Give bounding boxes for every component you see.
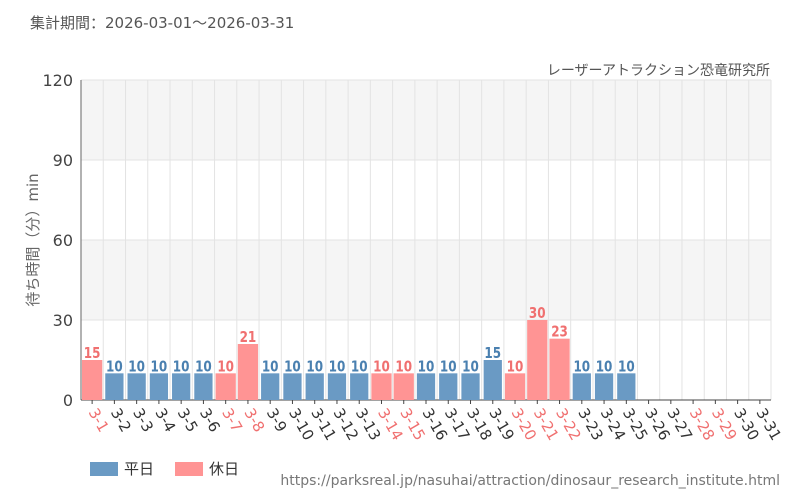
bar — [194, 373, 213, 400]
data-label: 10 — [596, 358, 613, 376]
y-tick-label: 120 — [42, 71, 73, 90]
x-tick-label: 3-1 — [85, 405, 113, 435]
x-tick-label: 3-8 — [240, 405, 268, 435]
bar — [261, 373, 280, 400]
data-label: 10 — [507, 358, 524, 376]
bar — [594, 373, 614, 400]
data-label: 10 — [284, 358, 301, 376]
data-label: 10 — [618, 358, 635, 376]
bar — [617, 373, 636, 400]
grid-band — [81, 80, 771, 160]
data-label: 10 — [173, 358, 190, 376]
data-label: 10 — [106, 358, 123, 376]
bar — [327, 373, 347, 400]
bar — [305, 373, 324, 400]
data-label: 30 — [529, 305, 546, 323]
data-label: 10 — [306, 358, 323, 376]
bar — [172, 373, 191, 400]
data-label: 10 — [351, 358, 368, 376]
y-axis-label: 待ち時間（分）min — [24, 173, 42, 306]
legend-holiday: 休日 — [175, 458, 239, 479]
data-label: 10 — [195, 358, 212, 376]
grid-band — [81, 240, 771, 320]
x-tick-label: 3-3 — [129, 405, 157, 435]
bar — [149, 373, 169, 400]
source-url[interactable]: https://parksreal.jp/nasuhai/attraction/… — [280, 473, 780, 489]
bar — [215, 373, 236, 400]
data-label: 10 — [373, 358, 390, 376]
data-label: 21 — [240, 329, 257, 347]
bar — [371, 373, 392, 400]
data-label: 10 — [395, 358, 412, 376]
data-label: 10 — [217, 358, 234, 376]
data-label: 10 — [462, 358, 479, 376]
x-tick-label: 3-9 — [263, 405, 291, 435]
bar — [572, 373, 591, 400]
x-tick-label: 3-7 — [218, 405, 246, 435]
data-label: 23 — [551, 323, 568, 341]
y-tick-label: 90 — [53, 151, 73, 170]
bar — [549, 338, 570, 400]
bar — [393, 373, 414, 400]
x-tick-label: 3-5 — [174, 405, 202, 435]
legend-weekday: 平日 — [90, 458, 154, 479]
legend-holiday-label: 休日 — [209, 460, 240, 478]
bar — [350, 373, 369, 400]
bar — [527, 320, 548, 400]
data-label: 10 — [151, 358, 168, 376]
x-tick-label: 3-6 — [196, 405, 224, 435]
data-label: 10 — [573, 358, 590, 376]
data-label: 10 — [262, 358, 279, 376]
x-tick-label: 3-2 — [107, 405, 135, 435]
holiday-swatch — [175, 461, 203, 476]
bar — [461, 373, 480, 400]
bar — [439, 373, 458, 400]
data-label: 10 — [329, 358, 346, 376]
bar — [105, 373, 124, 400]
bar — [82, 360, 103, 400]
data-label: 10 — [440, 358, 457, 376]
bar — [237, 344, 259, 400]
weekday-swatch — [90, 461, 118, 476]
period-label: 集計期間：2026-03-01〜2026-03-31 — [30, 14, 295, 32]
data-label: 15 — [484, 345, 501, 363]
bar — [127, 373, 146, 400]
legend-weekday-label: 平日 — [124, 460, 155, 478]
bar — [283, 373, 302, 400]
y-tick-label: 0 — [63, 391, 73, 410]
y-tick-label: 60 — [53, 231, 73, 250]
data-label: 10 — [128, 358, 145, 376]
x-tick-label: 3-4 — [151, 405, 179, 435]
bar — [416, 373, 436, 400]
bar — [504, 373, 526, 400]
data-label: 15 — [84, 345, 101, 363]
bar — [483, 360, 502, 400]
attraction-name: レーザーアトラクション恐竜研究所 — [546, 63, 770, 79]
data-label: 10 — [418, 358, 435, 376]
y-tick-label: 30 — [53, 311, 73, 330]
